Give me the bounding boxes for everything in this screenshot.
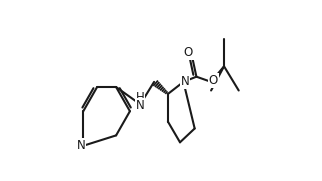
Text: O: O xyxy=(209,74,218,87)
Text: N: N xyxy=(181,75,190,88)
Text: N: N xyxy=(136,99,145,112)
Text: N: N xyxy=(77,139,85,152)
Text: H: H xyxy=(136,90,145,104)
Text: O: O xyxy=(184,46,193,59)
